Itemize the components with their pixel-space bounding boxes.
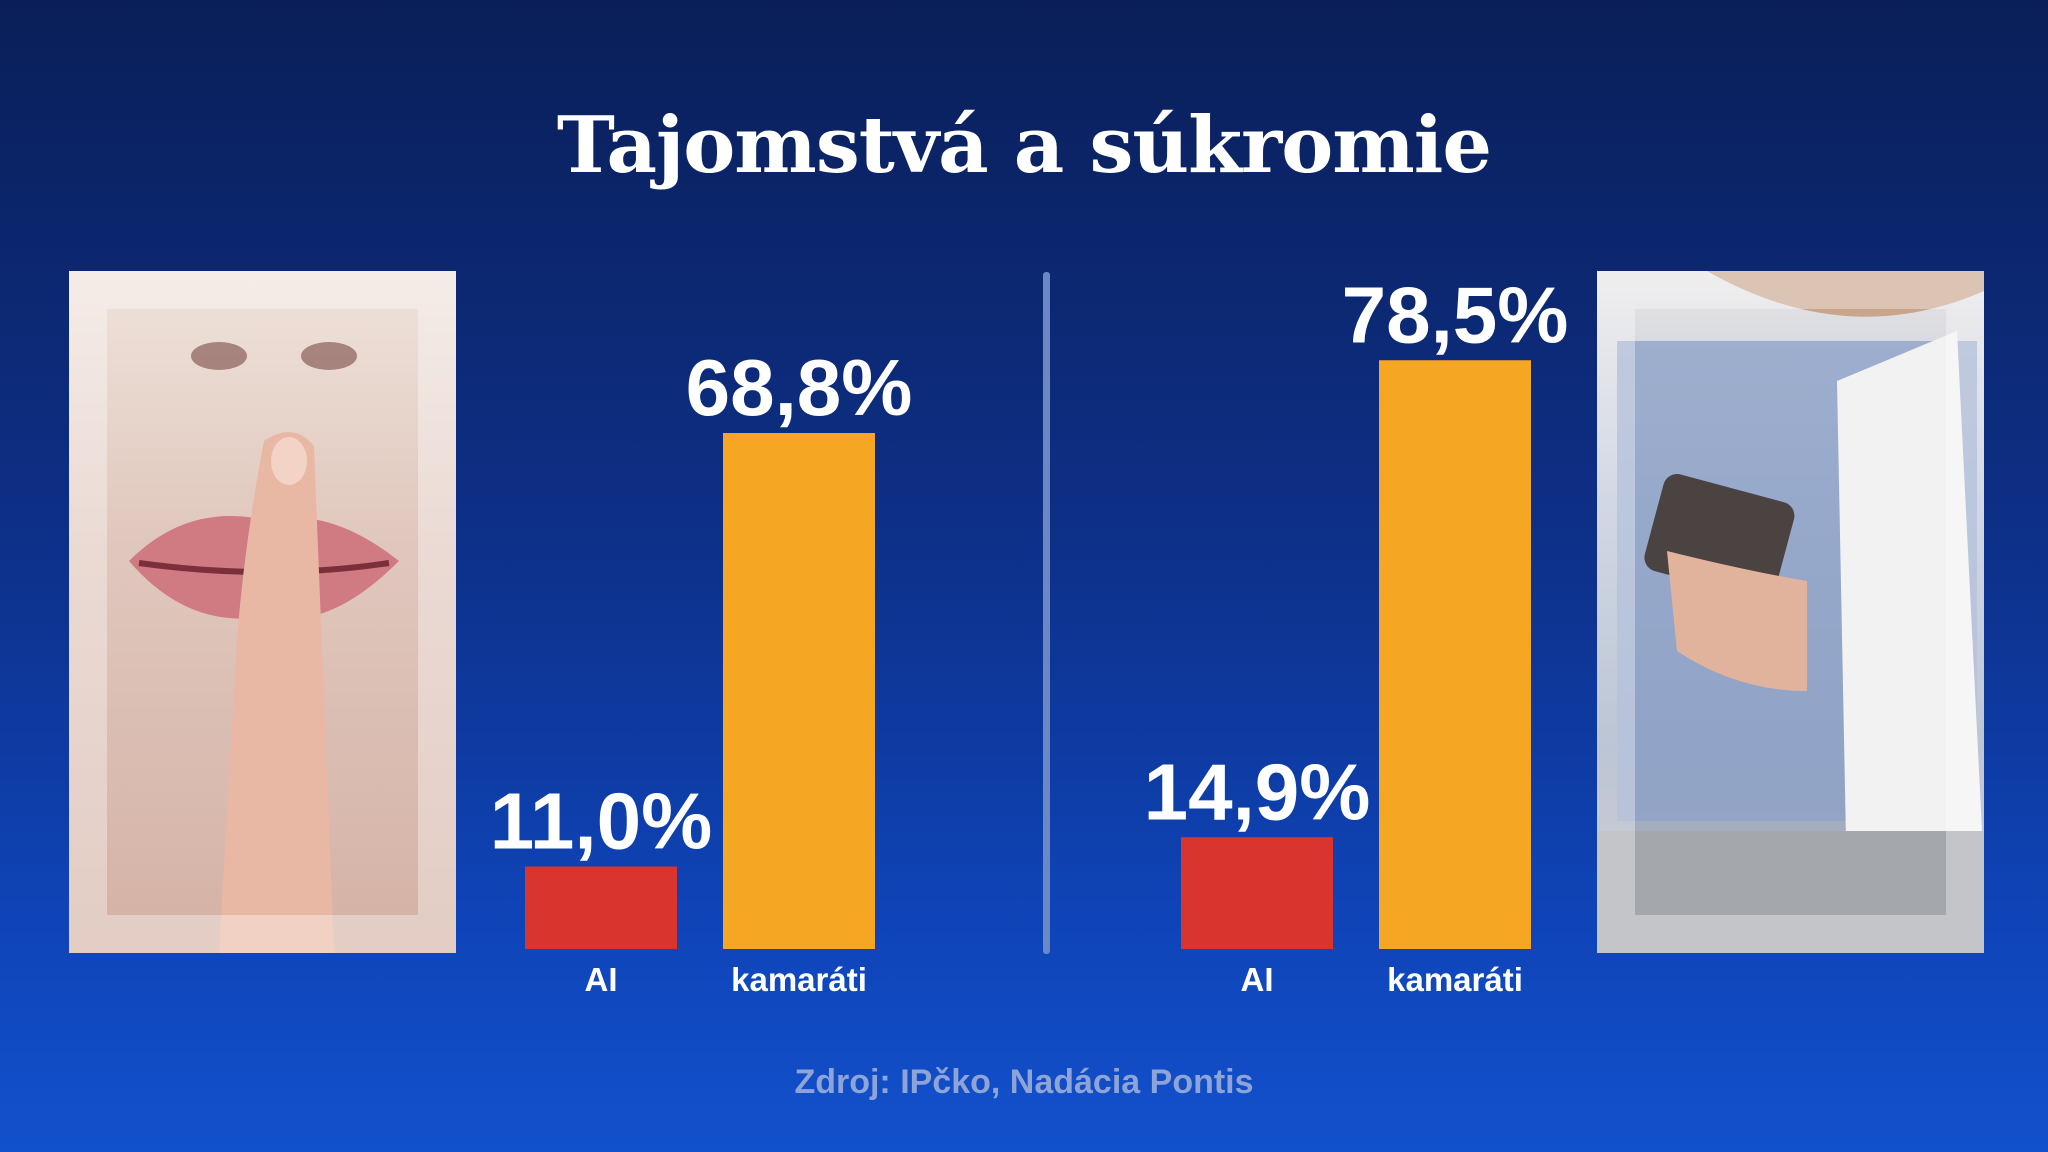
chart-divider [1043, 272, 1050, 954]
bar-value-label: 14,9% [1144, 747, 1371, 836]
bar-chart-1: 11,0% AI 68,8% kamaráti [490, 343, 913, 998]
friends-bar [1379, 360, 1531, 949]
chart-title: Tajomstvá a súkromie [556, 100, 1492, 191]
friends-bar [723, 433, 875, 949]
category-label: kamaráti [731, 961, 867, 998]
category-label: AI [1241, 961, 1274, 998]
category-label: AI [585, 961, 618, 998]
bar-value-label: 11,0% [490, 777, 712, 866]
bar-chart-2: 14,9% AI 78,5% kamaráti [1144, 270, 1569, 998]
ai-bar [525, 866, 677, 949]
source-note: Zdroj: IPčko, Nadácia Pontis [794, 1063, 1254, 1101]
phone-document-photo [1597, 271, 1984, 953]
category-label: kamaráti [1387, 961, 1523, 998]
shush-photo [69, 271, 456, 953]
bar-value-label: 68,8% [686, 343, 913, 432]
bar-value-label: 78,5% [1342, 270, 1569, 359]
ai-bar [1181, 837, 1333, 949]
phone-document-illustration [1597, 271, 1984, 953]
shush-illustration [129, 342, 399, 953]
